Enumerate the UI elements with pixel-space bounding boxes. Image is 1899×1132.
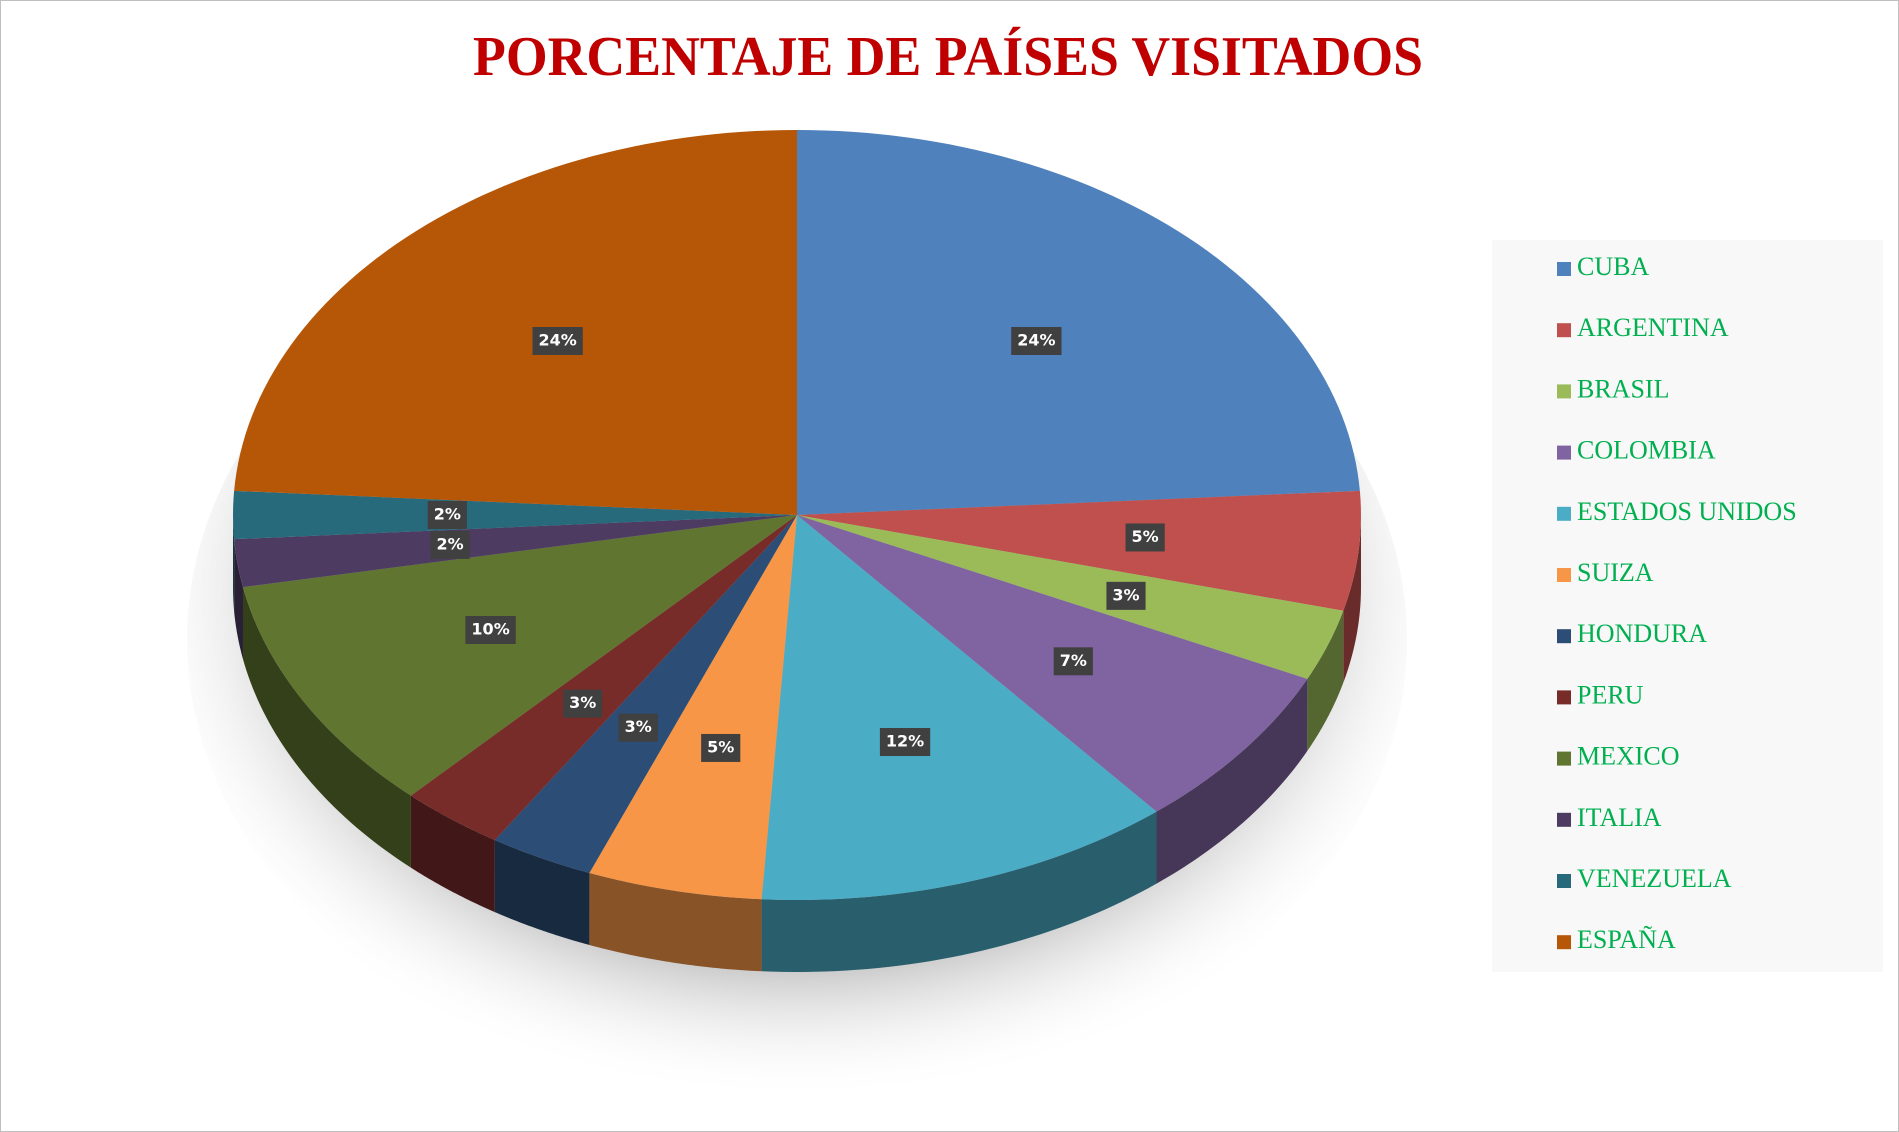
slice: [797, 130, 1360, 515]
data-label-box: [465, 615, 516, 644]
legend-label: VENEZUELA: [1577, 864, 1732, 893]
data-label-box: [1106, 581, 1146, 610]
legend-label: ARGENTINA: [1577, 313, 1729, 342]
pie-tops: [233, 130, 1361, 900]
slice: [761, 515, 1157, 900]
data-label-text: 10%: [471, 619, 509, 638]
data-labels: 24% 5% 3% 7% 12% 5% 3% 3% 10% 2% 2% 24%: [427, 326, 1165, 762]
data-label: 2%: [430, 530, 470, 559]
legend-swatch: [1557, 751, 1571, 766]
legend-swatch: [1557, 812, 1571, 827]
slice: [494, 515, 797, 873]
legend-label: COLOMBIA: [1577, 436, 1716, 465]
data-label-text: 12%: [886, 732, 924, 751]
slice-side: [242, 587, 411, 868]
data-label-text: 7%: [1060, 651, 1087, 670]
chart-title: PORCENTAJE DE PAÍSES VISITADOS: [473, 26, 1423, 88]
slice-side: [1156, 678, 1308, 884]
data-label-text: 3%: [625, 717, 652, 736]
data-label-text: 3%: [1112, 585, 1139, 604]
slice: [234, 130, 798, 515]
data-label: 24%: [1011, 326, 1062, 355]
slice: [242, 515, 797, 796]
slice-side: [234, 539, 243, 660]
legend-swatch: [1557, 506, 1571, 521]
data-label-box: [1125, 523, 1165, 552]
data-label: 3%: [563, 689, 603, 718]
slice: [589, 515, 797, 900]
slice-side: [410, 795, 495, 913]
data-label: 3%: [1106, 581, 1146, 610]
legend-swatch: [1557, 445, 1571, 460]
data-label: 5%: [1125, 523, 1165, 552]
data-label-box: [1011, 326, 1062, 355]
data-label-box: [1053, 647, 1093, 676]
data-label-text: 24%: [1017, 330, 1055, 349]
legend-swatch: [1557, 629, 1571, 644]
legend-swatch: [1557, 874, 1571, 888]
data-label-text: 3%: [569, 693, 596, 712]
legend: CUBA ARGENTINA BRASIL COLOMBIA ESTADOS UNIDO…: [1557, 252, 1797, 954]
slice: [410, 515, 797, 841]
data-label-box: [879, 728, 931, 757]
slice-side: [233, 515, 235, 612]
slice-side: [589, 872, 762, 972]
legend-box: [1492, 240, 1883, 972]
data-label-text: 2%: [434, 505, 461, 524]
legend-label: CUBA: [1577, 252, 1649, 281]
legend-label: ESPAÑA: [1577, 925, 1676, 954]
slice-side: [1343, 515, 1361, 683]
slice: [797, 515, 1344, 679]
pie-sides: [233, 515, 1361, 972]
legend-swatch: [1557, 568, 1571, 582]
slice: [233, 490, 797, 540]
legend-swatch: [1557, 323, 1571, 338]
data-label-text: 5%: [1132, 527, 1159, 546]
slice-side: [494, 840, 590, 945]
legend-swatch: [1557, 262, 1571, 276]
data-label-text: 2%: [436, 534, 463, 553]
slice-side: [1307, 610, 1344, 751]
data-label-box: [427, 501, 467, 529]
slice: [234, 515, 798, 588]
legend-swatch: [1557, 690, 1571, 705]
data-label: 24%: [532, 326, 583, 355]
data-label: 3%: [618, 713, 658, 742]
slice: [797, 515, 1308, 812]
legend-swatch: [1557, 935, 1571, 950]
slice-side: [761, 811, 1157, 972]
legend-label: ESTADOS UNIDOS: [1577, 497, 1797, 526]
data-label: 7%: [1053, 647, 1093, 676]
slice: [797, 490, 1361, 611]
data-label-box: [430, 530, 470, 559]
legend-label: MEXICO: [1577, 742, 1680, 771]
data-label: 2%: [427, 501, 467, 529]
data-label-text: 24%: [538, 330, 576, 349]
legend-label: HONDURA: [1577, 619, 1707, 648]
data-label-box: [618, 713, 658, 742]
data-label: 10%: [465, 615, 516, 644]
data-label-text: 5%: [707, 737, 734, 756]
legend-swatch: [1557, 384, 1571, 399]
legend-label: BRASIL: [1577, 374, 1669, 403]
data-label-box: [701, 733, 741, 762]
data-label-box: [563, 689, 603, 718]
legend-label: ITALIA: [1577, 803, 1662, 832]
data-label: 12%: [879, 728, 931, 757]
legend-label: SUIZA: [1577, 558, 1654, 587]
data-label-box: [532, 326, 583, 355]
legend-label: PERU: [1577, 680, 1644, 709]
data-label: 5%: [701, 733, 741, 762]
